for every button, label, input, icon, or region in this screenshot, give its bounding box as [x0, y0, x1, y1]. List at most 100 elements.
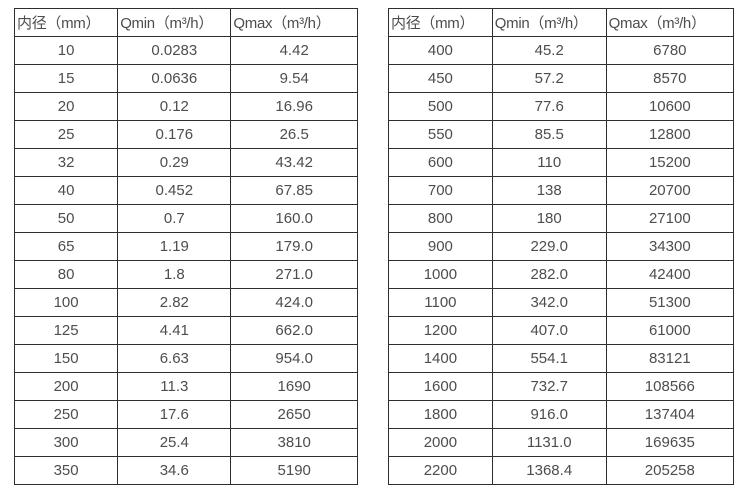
table-cell: 0.0283 — [117, 36, 232, 65]
table-row: 500 77.6 10600 — [388, 92, 735, 121]
table-cell: 1800 — [388, 400, 493, 429]
table-cell: 700 — [388, 176, 493, 205]
table-cell: 600 — [388, 148, 493, 177]
table-cell: 6.63 — [117, 344, 232, 373]
header-row: 内径（mm） Qmin（m³/h） Qmax（m³/h） — [13, 8, 358, 37]
table-row: 450 57.2 8570 — [388, 64, 735, 93]
table-cell: 61000 — [605, 316, 735, 345]
table-cell: 20 — [13, 92, 119, 121]
table-cell: 662.0 — [230, 316, 358, 345]
table-cell: 108566 — [605, 372, 735, 401]
table-cell: 10 — [13, 36, 119, 65]
table-cell: 2650 — [230, 400, 358, 429]
table-cell: 45.2 — [491, 36, 607, 65]
table-cell: 1100 — [388, 288, 493, 317]
table-cell: 12800 — [605, 120, 735, 149]
table-row: 50 0.7 160.0 — [13, 204, 358, 233]
table-row: 125 4.41 662.0 — [13, 316, 358, 345]
header-row: 内径（mm） Qmin（m³/h） Qmax（m³/h） — [388, 8, 735, 37]
table-cell: 350 — [13, 456, 119, 485]
table-cell: 200 — [13, 372, 119, 401]
table-cell: 83121 — [605, 344, 735, 373]
table-cell: 1690 — [230, 372, 358, 401]
table-cell: 16.96 — [230, 92, 358, 121]
table-cell: 1131.0 — [491, 428, 607, 457]
table-cell: 954.0 — [230, 344, 358, 373]
table-cell: 900 — [388, 232, 493, 261]
table-cell: 15 — [13, 64, 119, 93]
table-cell: 1000 — [388, 260, 493, 289]
table-row: 200 11.3 1690 — [13, 372, 358, 401]
table-cell: 25 — [13, 120, 119, 149]
table-cell: 4.42 — [230, 36, 358, 65]
table-cell: 5190 — [230, 456, 358, 485]
table-cell: 229.0 — [491, 232, 607, 261]
table-row: 800 180 27100 — [388, 204, 735, 233]
table-row: 600 110 15200 — [388, 148, 735, 177]
table-cell: 160.0 — [230, 204, 358, 233]
table-cell: 1.8 — [117, 260, 232, 289]
table-row: 1400 554.1 83121 — [388, 344, 735, 373]
table-row: 2200 1368.4 205258 — [388, 456, 735, 485]
table-cell: 180 — [491, 204, 607, 233]
header-cell: Qmin（m³/h） — [491, 8, 607, 37]
table-row: 2000 1131.0 169635 — [388, 428, 735, 457]
table-row: 1100 342.0 51300 — [388, 288, 735, 317]
table-cell: 125 — [13, 316, 119, 345]
table-row: 1200 407.0 61000 — [388, 316, 735, 345]
header-cell: 内径（mm） — [388, 8, 493, 37]
table-row: 1600 732.7 108566 — [388, 372, 735, 401]
table-row: 10 0.0283 4.42 — [13, 36, 358, 65]
table-cell: 20700 — [605, 176, 735, 205]
table-cell: 26.5 — [230, 120, 358, 149]
header-cell: 内径（mm） — [13, 8, 119, 37]
table-cell: 27100 — [605, 204, 735, 233]
table-cell: 732.7 — [491, 372, 607, 401]
table-cell: 1400 — [388, 344, 493, 373]
table-cell: 916.0 — [491, 400, 607, 429]
table-cell: 138 — [491, 176, 607, 205]
table-cell: 0.7 — [117, 204, 232, 233]
table-cell: 0.12 — [117, 92, 232, 121]
flow-spec-table-small-diameters: 内径（mm） Qmin（m³/h） Qmax（m³/h） 10 0.0283 4.42 15… — [13, 8, 358, 485]
table-cell: 34.6 — [117, 456, 232, 485]
table-cell: 1.19 — [117, 232, 232, 261]
table-cell: 4.41 — [117, 316, 232, 345]
table-row: 1800 916.0 137404 — [388, 400, 735, 429]
table-cell: 57.2 — [491, 64, 607, 93]
table-cell: 205258 — [605, 456, 735, 485]
table-cell: 0.176 — [117, 120, 232, 149]
table-row: 100 2.82 424.0 — [13, 288, 358, 317]
table-cell: 11.3 — [117, 372, 232, 401]
table-row: 400 45.2 6780 — [388, 36, 735, 65]
table-cell: 0.29 — [117, 148, 232, 177]
table-row: 1000 282.0 42400 — [388, 260, 735, 289]
table-cell: 1600 — [388, 372, 493, 401]
table-cell: 169635 — [605, 428, 735, 457]
table-cell: 0.0636 — [117, 64, 232, 93]
table-cell: 300 — [13, 428, 119, 457]
table-cell: 137404 — [605, 400, 735, 429]
table-cell: 80 — [13, 260, 119, 289]
header-cell: Qmax（m³/h） — [605, 8, 735, 37]
table-cell: 342.0 — [491, 288, 607, 317]
table-cell: 10600 — [605, 92, 735, 121]
table-cell: 800 — [388, 204, 493, 233]
table-row: 250 17.6 2650 — [13, 400, 358, 429]
table-cell: 42400 — [605, 260, 735, 289]
table-cell: 110 — [491, 148, 607, 177]
table-row: 80 1.8 271.0 — [13, 260, 358, 289]
table-cell: 67.85 — [230, 176, 358, 205]
table-cell: 179.0 — [230, 232, 358, 261]
table-cell: 424.0 — [230, 288, 358, 317]
table-cell: 51300 — [605, 288, 735, 317]
table-cell: 400 — [388, 36, 493, 65]
table-cell: 250 — [13, 400, 119, 429]
table-row: 900 229.0 34300 — [388, 232, 735, 261]
table-cell: 0.452 — [117, 176, 232, 205]
table-row: 350 34.6 5190 — [13, 456, 358, 485]
table-cell: 282.0 — [491, 260, 607, 289]
table-row: 25 0.176 26.5 — [13, 120, 358, 149]
table-cell: 1200 — [388, 316, 493, 345]
table-row: 20 0.12 16.96 — [13, 92, 358, 121]
